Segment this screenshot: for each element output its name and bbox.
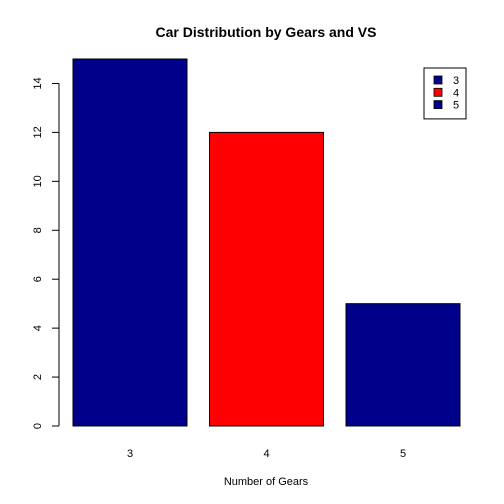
x-tick-label-5: 5 xyxy=(400,448,406,460)
y-tick-label-8: 8 xyxy=(32,227,44,233)
x-tick-label-3: 3 xyxy=(127,448,133,460)
y-tick-label-2: 2 xyxy=(32,374,44,380)
bar-3 xyxy=(72,58,188,427)
legend-swatch-5 xyxy=(433,100,443,109)
y-tick-label-10: 10 xyxy=(32,175,44,187)
legend-box xyxy=(423,67,467,120)
y-tick-label-6: 6 xyxy=(32,276,44,282)
legend: 345 xyxy=(423,67,467,120)
y-tick-label-4: 4 xyxy=(32,325,44,331)
chart-title: Car Distribution by Gears and VS xyxy=(156,24,377,40)
y-tick-label-14: 14 xyxy=(32,77,44,89)
bars-group xyxy=(72,58,461,427)
x-axis-label: Number of Gears xyxy=(224,476,309,488)
x-tick-labels: 3 4 5 xyxy=(127,448,406,460)
x-tick-label-4: 4 xyxy=(263,448,269,460)
legend-swatch-4 xyxy=(433,87,443,97)
y-tick-label-0: 0 xyxy=(32,423,44,429)
legend-label-4: 4 xyxy=(453,87,459,99)
y-axis: 0 2 4 6 8 10 12 14 xyxy=(32,77,60,429)
legend-label-5: 5 xyxy=(453,100,459,112)
legend-label-3: 3 xyxy=(453,75,459,87)
bar-4 xyxy=(209,131,324,427)
bar-5 xyxy=(345,303,461,427)
legend-swatch-3 xyxy=(433,75,443,85)
y-tick-label-12: 12 xyxy=(32,126,44,138)
